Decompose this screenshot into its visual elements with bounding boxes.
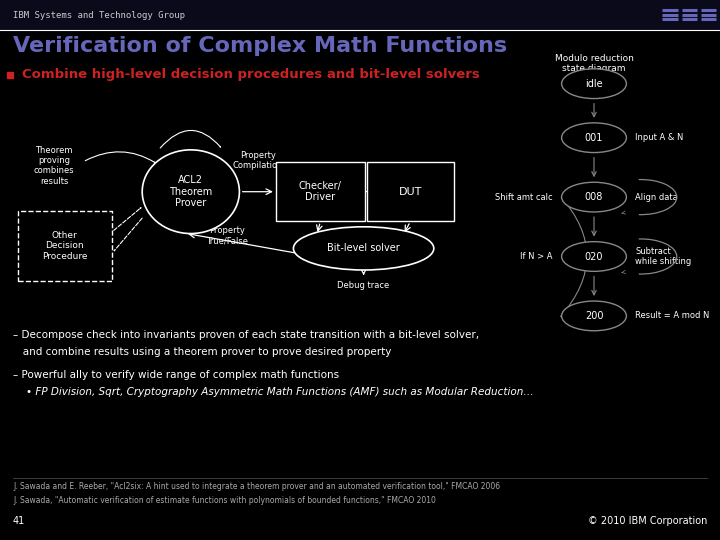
FancyArrowPatch shape [85,152,155,163]
Text: 008: 008 [585,192,603,202]
Text: 41: 41 [13,516,25,526]
Text: Shift amt calc: Shift amt calc [495,193,553,201]
Text: Other
Decision
Procedure: Other Decision Procedure [42,231,88,261]
Ellipse shape [562,123,626,152]
Ellipse shape [143,150,239,233]
FancyArrowPatch shape [161,131,220,148]
Ellipse shape [562,69,626,98]
FancyArrowPatch shape [561,198,587,316]
Ellipse shape [562,183,626,212]
Text: IBM Systems and Technology Group: IBM Systems and Technology Group [13,11,185,19]
FancyBboxPatch shape [367,162,454,221]
Text: J. Sawada, "Automatic verification of estimate functions with polynomials of bou: J. Sawada, "Automatic verification of es… [13,496,436,505]
Text: J. Sawada and E. Reeber, "Acl2six: A hint used to integrate a theorem prover and: J. Sawada and E. Reeber, "Acl2six: A hin… [13,482,500,491]
FancyBboxPatch shape [276,162,365,221]
Text: If N > A: If N > A [521,252,553,261]
Text: ACL2
Theorem
Prover: ACL2 Theorem Prover [169,175,212,208]
Text: 200: 200 [585,311,603,321]
Text: – Decompose check into invariants proven of each state transition with a bit-lev: – Decompose check into invariants proven… [13,330,479,341]
Text: © 2010 IBM Corporation: © 2010 IBM Corporation [588,516,707,526]
Text: • FP Division, Sqrt, Cryptography Asymmetric Math Functions (AMF) such as Modula: • FP Division, Sqrt, Cryptography Asymme… [13,387,534,397]
FancyArrowPatch shape [114,208,141,231]
Text: Align data: Align data [635,193,678,201]
Text: Combine high-level decision procedures and bit-level solvers: Combine high-level decision procedures a… [22,68,480,81]
Text: DUT: DUT [399,187,422,197]
Text: 020: 020 [585,252,603,261]
Ellipse shape [294,227,433,270]
Text: Theorem
proving
combines
results: Theorem proving combines results [34,146,74,186]
Text: 001: 001 [585,133,603,143]
Text: Modulo reduction
state diagram: Modulo reduction state diagram [554,54,634,73]
Text: Property
Compilation: Property Compilation [233,151,283,170]
Text: and combine results using a theorem prover to prove desired property: and combine results using a theorem prov… [13,347,392,357]
Text: Property
True/False: Property True/False [206,226,248,246]
FancyArrowPatch shape [114,218,142,251]
Text: Verification of Complex Math Functions: Verification of Complex Math Functions [13,36,507,56]
Text: Debug trace: Debug trace [338,281,390,290]
Text: Result = A mod N: Result = A mod N [635,312,709,320]
Text: Checker/
Driver: Checker/ Driver [299,181,342,202]
Text: Bit-level solver: Bit-level solver [327,244,400,253]
Ellipse shape [562,241,626,271]
Text: Input A & N: Input A & N [635,133,683,142]
Ellipse shape [562,301,626,330]
FancyBboxPatch shape [18,211,112,281]
Text: idle: idle [585,79,603,89]
Text: Subtract
while shifting: Subtract while shifting [635,247,691,266]
FancyBboxPatch shape [0,0,720,30]
Text: – Powerful ally to verify wide range of complex math functions: – Powerful ally to verify wide range of … [13,370,339,380]
